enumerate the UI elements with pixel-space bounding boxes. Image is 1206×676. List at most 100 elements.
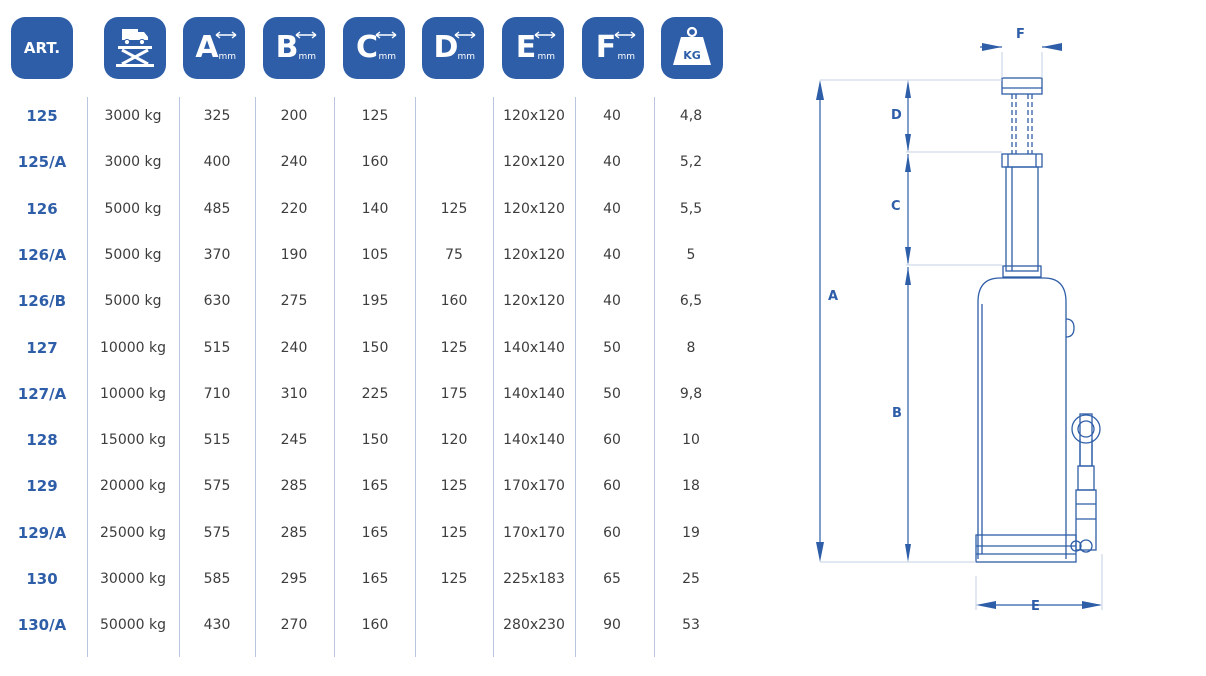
cell-dim-c: 195 — [361, 293, 389, 309]
header-dim-c: C mm — [343, 17, 405, 79]
column-divider — [493, 97, 494, 657]
cell-dim-e: 120x120 — [503, 154, 565, 170]
column-divider — [654, 97, 655, 657]
cell-dim-a: 575 — [203, 478, 231, 494]
cell-dim-c: 150 — [361, 432, 389, 448]
cell-dim-a: 585 — [203, 571, 231, 587]
cell-dim-c: 165 — [361, 571, 389, 587]
cell-art: 129/A — [17, 524, 67, 542]
cell-weight: 25 — [682, 571, 700, 587]
cell-capacity: 5000 kg — [104, 201, 162, 217]
cell-weight: 5,2 — [679, 154, 703, 170]
column-divider — [334, 97, 335, 657]
cell-dim-d: 125 — [440, 201, 468, 217]
cell-capacity: 5000 kg — [104, 247, 162, 263]
cell-dim-f: 50 — [603, 340, 621, 356]
cell-dim-c: 160 — [361, 617, 389, 633]
cell-dim-e: 140x140 — [503, 340, 565, 356]
cell-dim-a: 325 — [203, 108, 231, 124]
header-dim-a-letter: A — [195, 30, 219, 65]
double-arrow-icon — [614, 31, 636, 39]
cell-dim-d: 175 — [440, 386, 468, 402]
double-arrow-icon — [295, 31, 317, 39]
cell-dim-e: 170x170 — [503, 478, 565, 494]
cell-dim-a: 370 — [203, 247, 231, 263]
header-dim-f-unit: mm — [617, 52, 635, 62]
column-divider — [575, 97, 576, 657]
header-dim-c-unit: mm — [378, 52, 396, 62]
cell-capacity: 10000 kg — [100, 340, 166, 356]
cell-dim-f: 40 — [603, 293, 621, 309]
cell-dim-c: 125 — [361, 108, 389, 124]
truck-lift-icon — [116, 29, 154, 67]
dim-label-b: B — [892, 406, 902, 421]
header-dim-b: B mm — [263, 17, 325, 79]
dimension-arrowheads — [816, 43, 1102, 609]
header-dim-f: F mm — [582, 17, 644, 79]
cell-dim-d: 160 — [440, 293, 468, 309]
cell-dim-b: 240 — [280, 340, 308, 356]
cell-capacity: 25000 kg — [100, 525, 166, 541]
cell-weight: 6,5 — [679, 293, 703, 309]
cell-dim-d — [419, 106, 489, 126]
cell-art: 130/A — [17, 616, 67, 634]
dim-label-a: A — [828, 289, 838, 304]
weight-icon: KG — [673, 26, 711, 65]
dim-label-f: F — [1016, 27, 1025, 42]
cell-art: 129 — [26, 477, 58, 495]
dimension-lines — [819, 46, 1100, 606]
cell-dim-c: 165 — [361, 478, 389, 494]
cell-dim-c: 160 — [361, 154, 389, 170]
cell-dim-f: 50 — [603, 386, 621, 402]
cell-dim-f: 40 — [603, 108, 621, 124]
cell-dim-b: 240 — [280, 154, 308, 170]
header-weight: KG — [661, 17, 723, 79]
column-divider — [255, 97, 256, 657]
cell-art: 127/A — [17, 385, 67, 403]
extension-lines — [820, 52, 1103, 610]
cell-capacity: 5000 kg — [104, 293, 162, 309]
cell-art: 126/A — [17, 246, 67, 264]
cell-dim-e: 120x120 — [503, 201, 565, 217]
cell-dim-c: 150 — [361, 340, 389, 356]
cell-dim-c: 105 — [361, 247, 389, 263]
cell-dim-e: 120x120 — [503, 293, 565, 309]
cell-dim-d: 125 — [440, 340, 468, 356]
cell-dim-b: 245 — [280, 432, 308, 448]
cell-dim-a: 430 — [203, 617, 231, 633]
cell-dim-c: 140 — [361, 201, 389, 217]
cell-art: 126 — [26, 200, 58, 218]
cell-art: 125 — [26, 107, 58, 125]
cell-dim-a: 630 — [203, 293, 231, 309]
cell-dim-f: 40 — [603, 201, 621, 217]
header-art-label: ART. — [23, 39, 61, 57]
cell-dim-d: 75 — [445, 247, 463, 263]
header-dim-e-unit: mm — [537, 52, 555, 62]
double-arrow-icon — [534, 31, 556, 39]
cell-weight: 53 — [682, 617, 700, 633]
dim-label-e: E — [1031, 599, 1040, 614]
cell-dim-c: 225 — [361, 386, 389, 402]
cell-dim-a: 515 — [203, 340, 231, 356]
cell-dim-f: 60 — [603, 432, 621, 448]
cell-art: 126/B — [17, 292, 67, 310]
cell-dim-e: 120x120 — [503, 247, 565, 263]
cell-dim-b: 295 — [280, 571, 308, 587]
cell-dim-a: 400 — [203, 154, 231, 170]
column-divider — [179, 97, 180, 657]
column-divider — [87, 97, 88, 657]
cell-capacity: 15000 kg — [100, 432, 166, 448]
bottle-jack-outline — [975, 77, 1101, 563]
cell-dim-c: 165 — [361, 525, 389, 541]
cell-dim-e: 120x120 — [503, 108, 565, 124]
cell-dim-a: 710 — [203, 386, 231, 402]
dim-label-c: C — [891, 199, 901, 214]
header-dim-e: E mm — [502, 17, 564, 79]
cell-dim-d: 125 — [440, 478, 468, 494]
cell-dim-f: 60 — [603, 478, 621, 494]
cell-weight: 18 — [682, 478, 700, 494]
cell-art: 128 — [26, 431, 58, 449]
cell-dim-b: 270 — [280, 617, 308, 633]
cell-capacity: 50000 kg — [100, 617, 166, 633]
cell-dim-e: 140x140 — [503, 432, 565, 448]
